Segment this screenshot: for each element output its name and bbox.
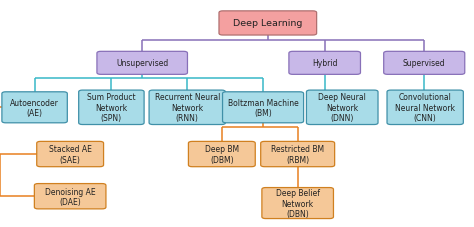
- FancyBboxPatch shape: [2, 92, 67, 123]
- FancyBboxPatch shape: [36, 142, 103, 167]
- FancyBboxPatch shape: [189, 142, 255, 167]
- Text: Autoencoder
(AE): Autoencoder (AE): [10, 98, 59, 118]
- Text: Recurrent Neural
Network
(RNN): Recurrent Neural Network (RNN): [155, 93, 220, 123]
- Text: Unsupervised: Unsupervised: [116, 59, 168, 68]
- Text: Hybrid: Hybrid: [312, 59, 337, 68]
- Text: Supervised: Supervised: [403, 59, 446, 68]
- Text: Sum Product
Network
(SPN): Sum Product Network (SPN): [87, 93, 136, 123]
- Text: Stacked AE
(SAE): Stacked AE (SAE): [49, 145, 91, 164]
- FancyBboxPatch shape: [306, 91, 378, 125]
- FancyBboxPatch shape: [79, 91, 144, 125]
- FancyBboxPatch shape: [261, 142, 335, 167]
- FancyBboxPatch shape: [34, 184, 106, 209]
- FancyBboxPatch shape: [262, 188, 333, 219]
- Text: Boltzman Machine
(BM): Boltzman Machine (BM): [228, 98, 299, 118]
- Text: Deep Belief
Network
(DBN): Deep Belief Network (DBN): [276, 188, 319, 218]
- FancyBboxPatch shape: [383, 52, 465, 75]
- Text: Denoising AE
(DAE): Denoising AE (DAE): [45, 187, 95, 206]
- Text: Restricted BM
(RBM): Restricted BM (RBM): [271, 145, 324, 164]
- FancyBboxPatch shape: [387, 91, 464, 125]
- FancyBboxPatch shape: [97, 52, 187, 75]
- FancyBboxPatch shape: [149, 91, 226, 125]
- Text: Deep Neural
Network
(DNN): Deep Neural Network (DNN): [318, 93, 366, 123]
- FancyBboxPatch shape: [223, 92, 304, 123]
- Text: Deep Learning: Deep Learning: [233, 19, 302, 28]
- FancyBboxPatch shape: [219, 12, 317, 36]
- Text: Convolutional
Neural Network
(CNN): Convolutional Neural Network (CNN): [395, 93, 455, 123]
- FancyBboxPatch shape: [289, 52, 360, 75]
- Text: Deep BM
(DBM): Deep BM (DBM): [205, 145, 239, 164]
